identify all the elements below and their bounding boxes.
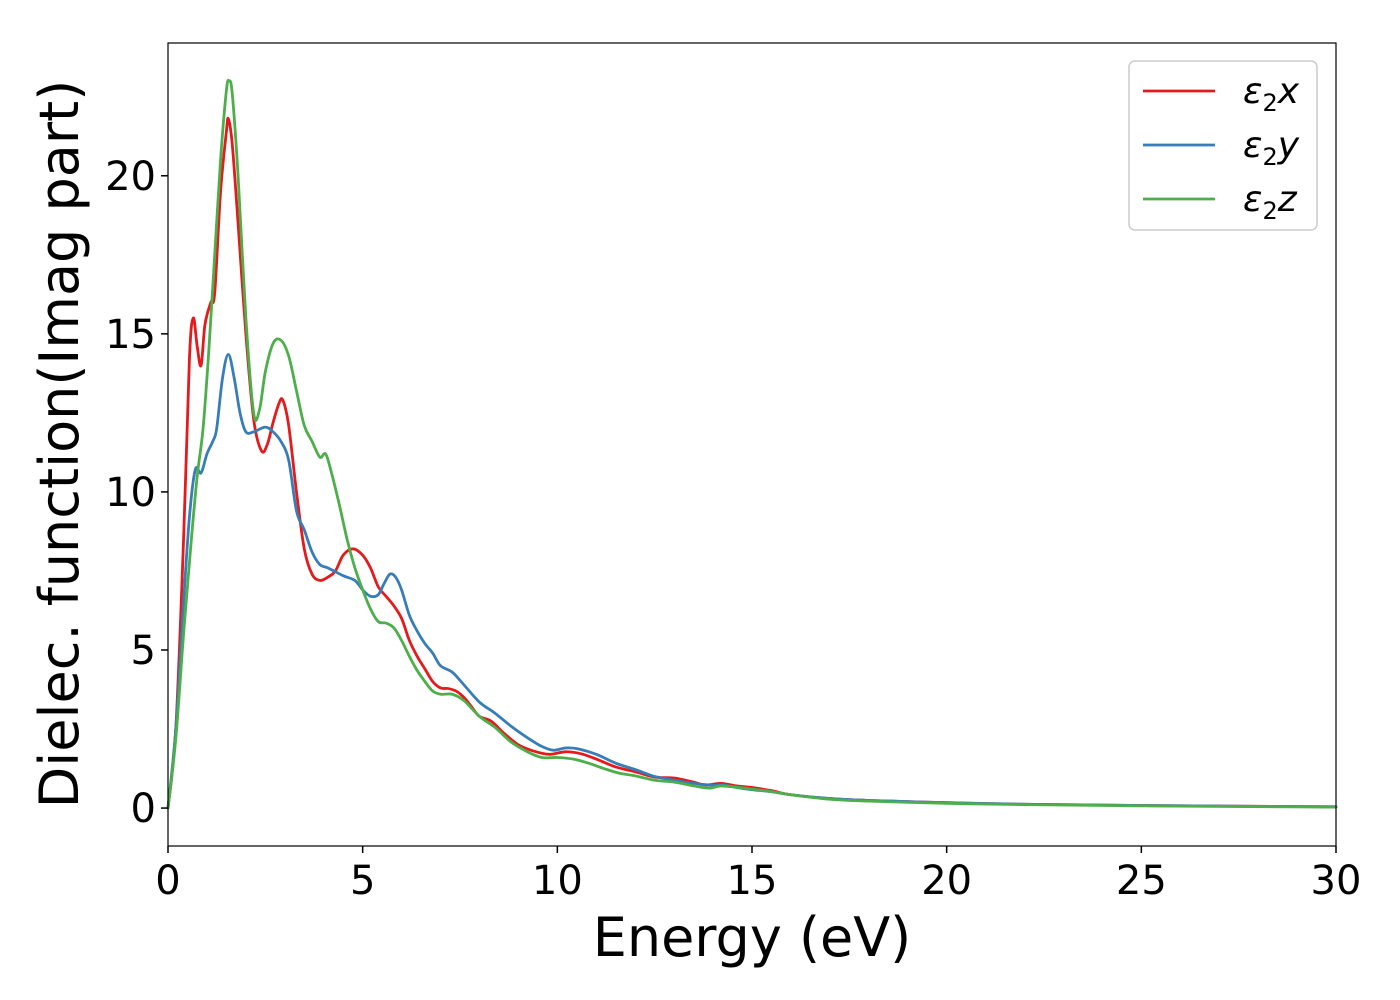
legend-label-y: ε2y (1243, 125, 1300, 171)
legend-label-z: ε2z (1243, 179, 1298, 225)
x-tick-label: 25 (1116, 858, 1167, 904)
y-tick-label: 5 (131, 628, 156, 674)
y-axis: 0 5 10 15 20 (105, 154, 168, 832)
legend-label-x: ε2x (1243, 71, 1300, 117)
x-tick-label: 5 (350, 858, 375, 904)
x-tick-label: 30 (1311, 858, 1362, 904)
y-tick-label: 20 (105, 154, 156, 200)
x-tick-label: 15 (727, 858, 778, 904)
series-line-z (166, 78, 1338, 810)
legend-box (1128, 60, 1318, 231)
x-tick-label: 0 (155, 858, 180, 904)
x-tick-label: 10 (532, 858, 583, 904)
legend: ε2x ε2y ε2z (1128, 60, 1318, 231)
y-tick-label: 0 (131, 786, 156, 832)
series-layer (166, 78, 1338, 810)
y-tick-label: 10 (105, 470, 156, 516)
y-axis-title: Dielec. function(Imag part) (28, 80, 91, 809)
x-axis: 0 5 10 15 20 25 30 (155, 846, 1361, 904)
x-axis-title: Energy (eV) (593, 906, 912, 969)
y-tick-label: 15 (105, 312, 156, 358)
x-tick-label: 20 (921, 858, 972, 904)
